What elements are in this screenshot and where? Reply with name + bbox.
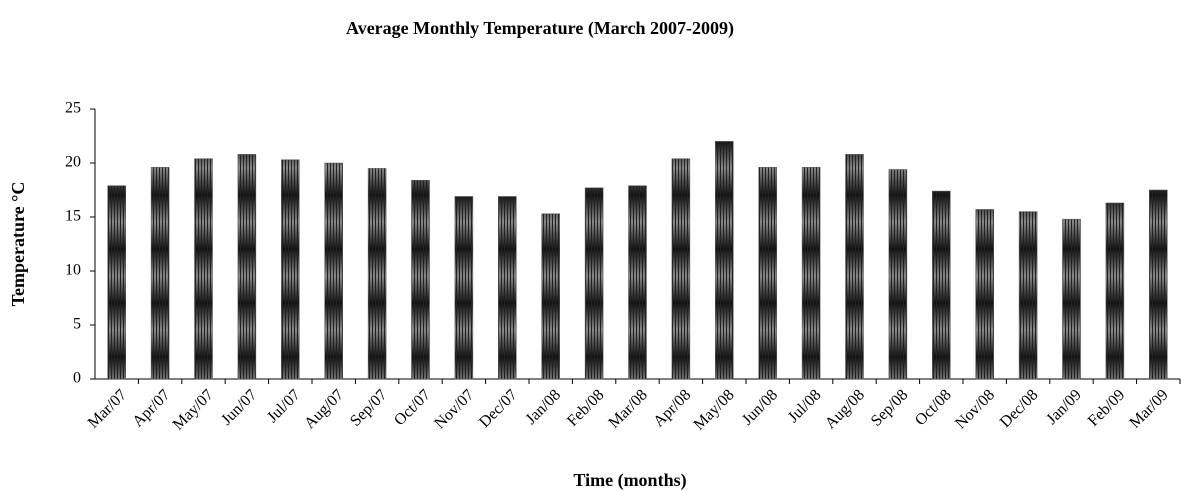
bar — [1018, 211, 1038, 380]
chart-title: Average Monthly Temperature (March 2007-… — [346, 18, 734, 39]
x-tick-label: Jul/08 — [785, 386, 825, 426]
x-tick-label: May/08 — [691, 386, 738, 433]
x-tick-label: Jan/08 — [523, 386, 565, 428]
bar — [628, 185, 647, 380]
bar — [715, 141, 734, 380]
x-tick-label: Oct/08 — [912, 386, 955, 429]
x-tick-label: Sep/07 — [347, 386, 390, 429]
x-tick-label: Nov/08 — [952, 386, 998, 432]
x-tick-label: Aug/07 — [301, 386, 347, 432]
bar — [801, 167, 821, 380]
bar — [1105, 202, 1125, 380]
bar — [411, 180, 430, 380]
bar — [975, 209, 994, 380]
x-tick-label: Jul/07 — [264, 386, 304, 426]
x-tick-label: May/07 — [170, 386, 217, 433]
x-axis-label: Time (months) — [573, 470, 686, 491]
x-tick-label: Jun/08 — [739, 386, 781, 428]
bar — [758, 167, 777, 380]
y-tick-label: 20 — [65, 154, 81, 171]
bar — [541, 213, 560, 380]
y-tick-label: 25 — [65, 100, 81, 117]
x-tick-label: Feb/09 — [1085, 386, 1128, 429]
x-tick-label: Dec/07 — [476, 386, 521, 431]
y-tick-label: 5 — [73, 316, 81, 333]
x-tick-label: Mar/09 — [1126, 386, 1171, 431]
x-tick-label: Aug/08 — [822, 386, 868, 432]
x-tick-label: Apr/08 — [650, 386, 694, 430]
bar — [194, 158, 213, 380]
bar — [932, 190, 951, 380]
bar — [454, 196, 474, 380]
bar — [845, 154, 864, 380]
bar — [1149, 189, 1168, 380]
x-tick-label: Dec/08 — [997, 386, 1042, 431]
x-tick-label: Jun/07 — [218, 386, 260, 428]
x-tick-label: Nov/07 — [431, 386, 477, 432]
bar — [888, 169, 908, 380]
x-tick-label: Sep/08 — [868, 386, 911, 429]
bar — [107, 185, 126, 380]
x-tick-label: Mar/08 — [606, 386, 651, 431]
bar — [584, 187, 604, 380]
bar — [1062, 218, 1081, 380]
y-tick-label: 0 — [73, 370, 81, 387]
bar — [237, 154, 257, 380]
x-tick-label: Feb/08 — [564, 386, 607, 429]
bar — [150, 167, 170, 380]
bar — [671, 158, 691, 380]
bar — [498, 196, 517, 380]
x-tick-label: Apr/07 — [129, 386, 173, 430]
y-axis-label: Temperature °C — [8, 182, 28, 307]
bar — [324, 162, 343, 380]
x-tick-label: Oct/07 — [391, 386, 434, 429]
bar — [367, 168, 387, 380]
x-tick-label: Jan/09 — [1043, 386, 1085, 428]
y-tick-label: 10 — [65, 262, 81, 279]
y-tick-label: 15 — [65, 208, 81, 225]
bar — [281, 159, 300, 380]
x-tick-label: Mar/07 — [85, 386, 130, 431]
